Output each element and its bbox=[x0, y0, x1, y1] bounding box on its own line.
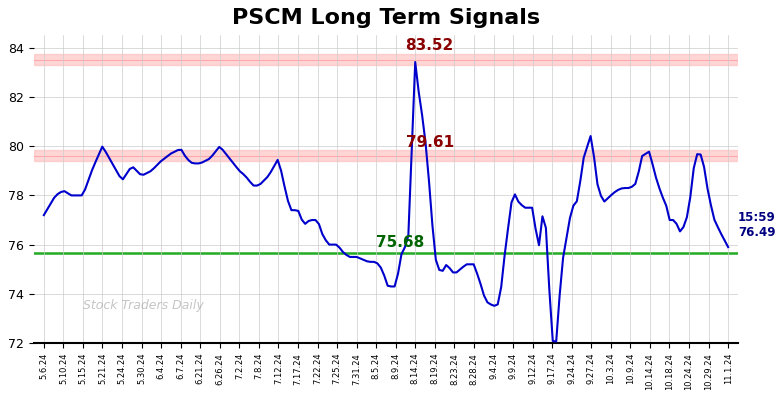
Text: 75.68: 75.68 bbox=[376, 234, 424, 250]
Text: 79.61: 79.61 bbox=[405, 135, 454, 150]
Text: 83.52: 83.52 bbox=[405, 39, 454, 53]
Text: Stock Traders Daily: Stock Traders Daily bbox=[83, 299, 204, 312]
Bar bbox=[34, 150, 738, 161]
Title: PSCM Long Term Signals: PSCM Long Term Signals bbox=[232, 8, 540, 28]
Text: 15:59
76.49: 15:59 76.49 bbox=[738, 211, 775, 239]
Bar bbox=[34, 54, 738, 65]
